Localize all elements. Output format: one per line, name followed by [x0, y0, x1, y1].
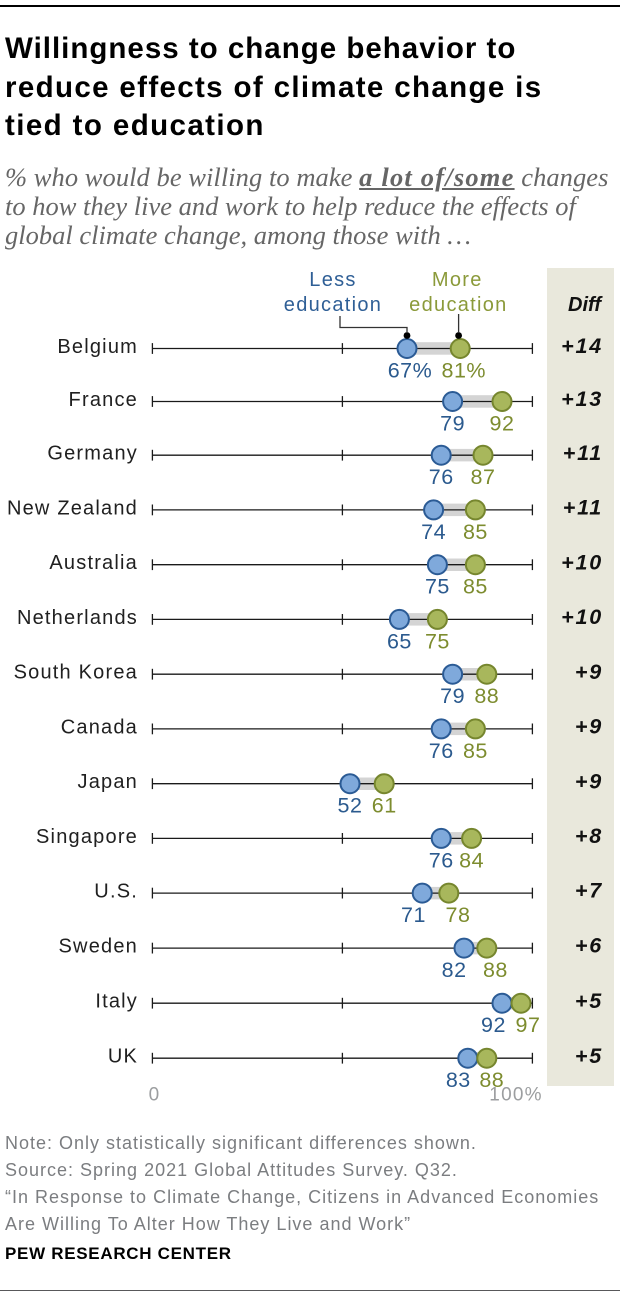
svg-text:74: 74	[421, 520, 446, 544]
svg-text:+9: +9	[575, 660, 603, 684]
svg-text:+14: +14	[561, 334, 603, 358]
svg-text:81%: 81%	[442, 359, 487, 383]
svg-text:87: 87	[471, 465, 496, 489]
svg-text:+9: +9	[575, 715, 603, 739]
svg-text:+10: +10	[561, 605, 603, 629]
svg-text:+6: +6	[575, 934, 603, 958]
svg-text:92: 92	[490, 412, 515, 436]
svg-text:+8: +8	[575, 824, 603, 848]
svg-text:76: 76	[429, 848, 454, 872]
svg-text:97: 97	[516, 1013, 541, 1037]
svg-text:+5: +5	[575, 989, 603, 1013]
svg-text:61: 61	[372, 794, 397, 818]
svg-text:65: 65	[387, 629, 412, 653]
svg-text:New Zealand: New Zealand	[7, 497, 138, 519]
svg-text:Netherlands: Netherlands	[17, 607, 138, 629]
svg-text:88: 88	[474, 684, 499, 708]
svg-text:85: 85	[463, 575, 488, 599]
svg-text:84: 84	[459, 848, 484, 872]
svg-text:Belgium: Belgium	[57, 336, 138, 358]
svg-text:education: education	[284, 294, 382, 316]
svg-text:79: 79	[440, 412, 465, 436]
svg-text:67%: 67%	[388, 359, 433, 383]
svg-text:Singapore: Singapore	[36, 826, 138, 848]
svg-text:83: 83	[446, 1068, 471, 1092]
svg-text:Less: Less	[309, 269, 356, 291]
svg-text:+11: +11	[563, 496, 603, 520]
svg-text:85: 85	[463, 739, 488, 763]
svg-text:79: 79	[440, 684, 465, 708]
svg-text:92: 92	[481, 1013, 506, 1037]
svg-text:Diff: Diff	[568, 294, 603, 316]
svg-text:+9: +9	[575, 769, 603, 793]
svg-text:88: 88	[483, 958, 508, 982]
svg-text:Japan: Japan	[78, 771, 139, 793]
svg-text:88: 88	[479, 1068, 504, 1092]
svg-text:75: 75	[425, 629, 450, 653]
svg-text:U.S.: U.S.	[94, 881, 138, 903]
svg-text:Italy: Italy	[95, 991, 138, 1013]
svg-text:+10: +10	[561, 550, 603, 574]
svg-text:+13: +13	[561, 387, 603, 411]
svg-text:76: 76	[429, 739, 454, 763]
svg-text:South Korea: South Korea	[14, 662, 138, 684]
svg-text:Sweden: Sweden	[59, 936, 138, 958]
svg-text:85: 85	[463, 520, 488, 544]
svg-text:76: 76	[429, 465, 454, 489]
svg-text:78: 78	[446, 903, 471, 927]
svg-text:+11: +11	[563, 441, 603, 465]
svg-text:More: More	[432, 269, 483, 291]
svg-text:82: 82	[442, 958, 467, 982]
svg-text:Australia: Australia	[49, 552, 138, 574]
svg-text:France: France	[69, 389, 138, 411]
svg-text:education: education	[409, 294, 507, 316]
svg-text:+7: +7	[575, 879, 603, 903]
svg-text:+5: +5	[575, 1044, 603, 1068]
svg-text:52: 52	[338, 794, 363, 818]
svg-text:0: 0	[149, 1085, 161, 1106]
svg-text:UK: UK	[108, 1046, 138, 1068]
svg-text:71: 71	[401, 903, 426, 927]
svg-text:100%: 100%	[489, 1085, 542, 1106]
svg-text:Canada: Canada	[61, 716, 138, 738]
svg-text:75: 75	[425, 575, 450, 599]
svg-text:Germany: Germany	[47, 443, 138, 465]
